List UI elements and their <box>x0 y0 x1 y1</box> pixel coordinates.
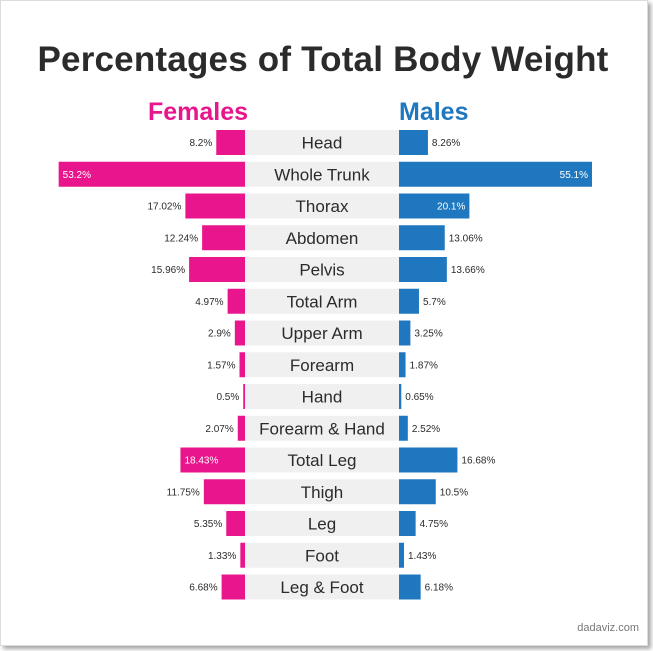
male-bar <box>399 574 421 600</box>
female-bar <box>240 542 245 568</box>
male-value-label: 3.25% <box>414 329 442 340</box>
male-bar <box>399 511 416 536</box>
category-label: Foot <box>305 546 339 565</box>
male-value-label: 1.87% <box>410 360 438 371</box>
category-label-bg <box>245 511 399 536</box>
chart-title: Percentages of Total Body Weight <box>37 40 609 79</box>
female-bar <box>202 225 245 251</box>
male-bar <box>399 130 428 155</box>
male-bar <box>399 542 405 568</box>
female-value-label: 2.9% <box>208 329 231 340</box>
female-value-label: 6.68% <box>189 583 217 594</box>
female-value-label: 1.33% <box>208 551 236 562</box>
male-bar <box>399 352 406 378</box>
category-label: Whole Trunk <box>274 165 370 184</box>
male-value-label: 2.52% <box>412 424 440 435</box>
category-label: Upper Arm <box>281 324 362 343</box>
male-bar <box>399 415 408 441</box>
source-credit: dadaviz.com <box>577 622 639 634</box>
category-label-bg <box>245 320 399 346</box>
female-value-label: 4.97% <box>195 297 223 308</box>
category-label: Thigh <box>301 483 344 502</box>
category-label: Forearm & Hand <box>259 419 385 438</box>
female-bar <box>58 161 245 187</box>
category-label-bg <box>245 193 399 219</box>
category-label: Abdomen <box>286 229 359 248</box>
female-bar <box>203 479 245 505</box>
legend-females: Females <box>148 98 249 126</box>
female-value-label: 17.02% <box>147 202 181 213</box>
category-label: Leg <box>308 515 336 534</box>
category-label-bg <box>245 161 399 187</box>
male-bar <box>399 384 402 409</box>
female-value-label: 15.96% <box>151 265 185 276</box>
category-label-bg <box>245 415 399 441</box>
category-label: Leg & Foot <box>280 578 363 597</box>
male-value-label: 5.7% <box>423 297 446 308</box>
male-bar <box>399 225 445 251</box>
female-bar <box>189 257 245 282</box>
male-value-label: 8.26% <box>432 138 460 149</box>
female-bar <box>227 288 245 314</box>
male-value-label: 55.1% <box>560 170 588 181</box>
category-label-bg <box>245 257 399 282</box>
male-value-label: 20.1% <box>437 202 465 213</box>
female-value-label: 53.2% <box>63 170 91 181</box>
male-bar <box>399 161 592 187</box>
female-value-label: 11.75% <box>167 487 200 498</box>
category-label: Thorax <box>296 197 349 216</box>
male-bar <box>399 479 436 505</box>
female-value-label: 0.5% <box>216 392 239 403</box>
category-label-bg <box>245 352 399 378</box>
category-label-bg <box>245 288 399 314</box>
male-bar <box>399 288 419 314</box>
legend-males: Males <box>399 98 469 126</box>
male-value-label: 13.06% <box>449 233 483 244</box>
category-label-bg <box>245 130 399 155</box>
male-bar <box>399 193 470 219</box>
female-value-label: 1.57% <box>207 360 235 371</box>
category-label: Pelvis <box>299 261 344 280</box>
female-value-label: 2.07% <box>205 424 233 435</box>
female-bar <box>226 511 245 536</box>
category-label-bg <box>245 225 399 251</box>
category-label: Head <box>302 134 343 153</box>
male-value-label: 13.66% <box>451 265 485 276</box>
female-value-label: 12.24% <box>164 233 198 244</box>
female-value-label: 18.43% <box>184 456 218 467</box>
male-value-label: 10.5% <box>440 487 468 498</box>
male-bar <box>399 257 447 282</box>
category-label: Forearm <box>290 356 354 375</box>
category-label-bg <box>245 542 399 568</box>
male-bar <box>399 447 458 473</box>
female-bar <box>216 130 245 155</box>
male-value-label: 4.75% <box>420 519 448 530</box>
female-value-label: 8.2% <box>189 138 212 149</box>
male-value-label: 0.65% <box>405 392 433 403</box>
female-bar <box>221 574 245 600</box>
category-label-bg <box>245 574 399 600</box>
category-label-bg <box>245 447 399 473</box>
female-bar <box>185 193 245 219</box>
category-label: Hand <box>302 388 343 407</box>
category-label: Total Leg <box>288 451 357 470</box>
male-bar <box>399 320 411 346</box>
category-label: Total Arm <box>287 292 358 311</box>
female-bar <box>239 352 245 378</box>
female-bar <box>243 384 245 409</box>
female-bar <box>237 415 245 441</box>
male-value-label: 6.18% <box>425 583 453 594</box>
category-label-bg <box>245 479 399 505</box>
category-label-bg <box>245 384 399 409</box>
female-bar <box>180 447 245 473</box>
male-value-label: 1.43% <box>408 551 436 562</box>
female-value-label: 5.35% <box>194 519 222 530</box>
female-bar <box>234 320 245 346</box>
male-value-label: 16.68% <box>461 456 495 467</box>
